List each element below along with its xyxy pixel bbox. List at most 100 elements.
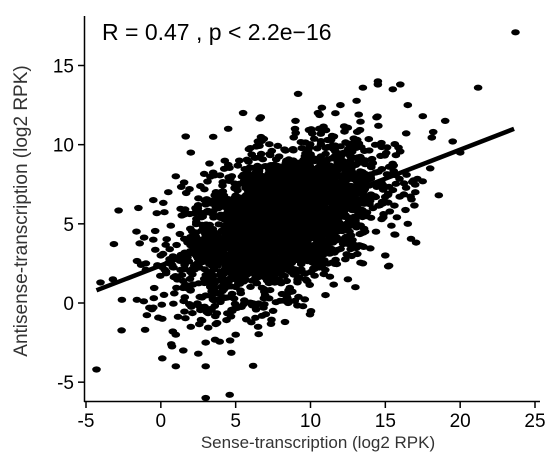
data-point bbox=[203, 275, 213, 283]
data-point bbox=[354, 111, 364, 118]
data-point bbox=[297, 167, 307, 174]
x-tick-label: 0 bbox=[156, 411, 167, 432]
data-point bbox=[205, 261, 214, 268]
data-point bbox=[251, 301, 261, 309]
data-point bbox=[219, 246, 229, 253]
data-point bbox=[252, 190, 262, 197]
data-point bbox=[342, 167, 352, 174]
correlation-annotation: R = 0.47 , p < 2.2e−16 bbox=[102, 19, 332, 45]
data-point bbox=[295, 229, 304, 236]
data-point bbox=[351, 284, 360, 291]
data-point bbox=[440, 117, 450, 124]
data-point bbox=[248, 238, 258, 245]
data-point bbox=[260, 301, 269, 308]
data-point bbox=[251, 169, 261, 176]
data-point bbox=[332, 164, 342, 172]
data-point bbox=[301, 225, 310, 232]
data-point bbox=[211, 321, 221, 328]
data-point bbox=[280, 318, 290, 326]
data-point bbox=[241, 276, 250, 284]
data-point bbox=[358, 84, 368, 91]
data-point bbox=[132, 228, 141, 235]
data-point bbox=[188, 228, 197, 235]
data-point bbox=[238, 263, 248, 270]
data-point bbox=[214, 195, 224, 202]
data-point bbox=[309, 254, 319, 261]
data-point bbox=[150, 227, 160, 235]
data-point bbox=[273, 174, 283, 181]
data-point bbox=[157, 301, 167, 308]
data-point bbox=[230, 274, 239, 281]
data-point bbox=[330, 178, 340, 185]
data-point bbox=[251, 306, 261, 313]
data-point bbox=[215, 338, 224, 345]
data-point bbox=[180, 308, 189, 315]
x-tick-label: 15 bbox=[375, 411, 396, 432]
data-point bbox=[410, 202, 419, 209]
data-point bbox=[411, 239, 421, 246]
data-point bbox=[399, 191, 409, 198]
data-point bbox=[341, 139, 350, 146]
data-point bbox=[511, 29, 520, 36]
data-point bbox=[268, 307, 278, 314]
data-point bbox=[201, 339, 210, 346]
data-point bbox=[160, 209, 169, 216]
data-point bbox=[178, 284, 188, 292]
data-point bbox=[191, 221, 201, 228]
data-point bbox=[200, 234, 210, 242]
data-point bbox=[373, 78, 383, 85]
data-point bbox=[326, 136, 336, 144]
data-point bbox=[413, 175, 422, 182]
data-point bbox=[92, 366, 101, 373]
data-point bbox=[265, 203, 275, 210]
data-point bbox=[336, 172, 346, 180]
data-point bbox=[215, 277, 225, 284]
data-point bbox=[330, 260, 340, 267]
data-point bbox=[365, 201, 374, 208]
data-point bbox=[411, 189, 420, 196]
data-point bbox=[203, 178, 212, 185]
data-point bbox=[114, 207, 123, 214]
data-point bbox=[473, 84, 483, 91]
data-point bbox=[304, 185, 313, 192]
data-point bbox=[132, 257, 142, 265]
data-point bbox=[298, 303, 308, 310]
data-point bbox=[156, 272, 165, 279]
data-point bbox=[364, 176, 373, 183]
data-point bbox=[394, 144, 403, 151]
data-point bbox=[223, 196, 233, 203]
data-point bbox=[214, 205, 223, 212]
data-point bbox=[352, 224, 361, 231]
regression-line bbox=[95, 126, 515, 293]
data-point bbox=[307, 213, 317, 220]
data-point bbox=[328, 208, 338, 215]
data-point bbox=[380, 193, 390, 200]
data-point bbox=[327, 155, 337, 162]
data-point bbox=[227, 173, 237, 180]
data-point bbox=[194, 350, 203, 357]
data-point bbox=[263, 268, 272, 275]
data-point bbox=[225, 391, 234, 398]
data-point bbox=[237, 256, 247, 263]
data-point bbox=[296, 266, 306, 273]
data-point bbox=[193, 300, 202, 307]
data-point bbox=[230, 264, 239, 271]
data-point bbox=[202, 224, 211, 231]
x-tick-label: 10 bbox=[300, 411, 321, 432]
y-tick-label: 15 bbox=[53, 57, 74, 78]
data-point bbox=[194, 195, 203, 202]
y-tick-label: 0 bbox=[63, 294, 74, 315]
data-point bbox=[219, 222, 229, 229]
data-point bbox=[238, 109, 248, 117]
data-point bbox=[350, 176, 360, 183]
data-point bbox=[201, 363, 210, 370]
data-point bbox=[300, 196, 309, 203]
data-point bbox=[351, 137, 360, 144]
data-point bbox=[109, 241, 119, 248]
data-point bbox=[251, 197, 261, 204]
data-point bbox=[355, 126, 365, 134]
data-point bbox=[384, 262, 394, 269]
data-point bbox=[310, 222, 320, 229]
data-point bbox=[117, 327, 126, 334]
